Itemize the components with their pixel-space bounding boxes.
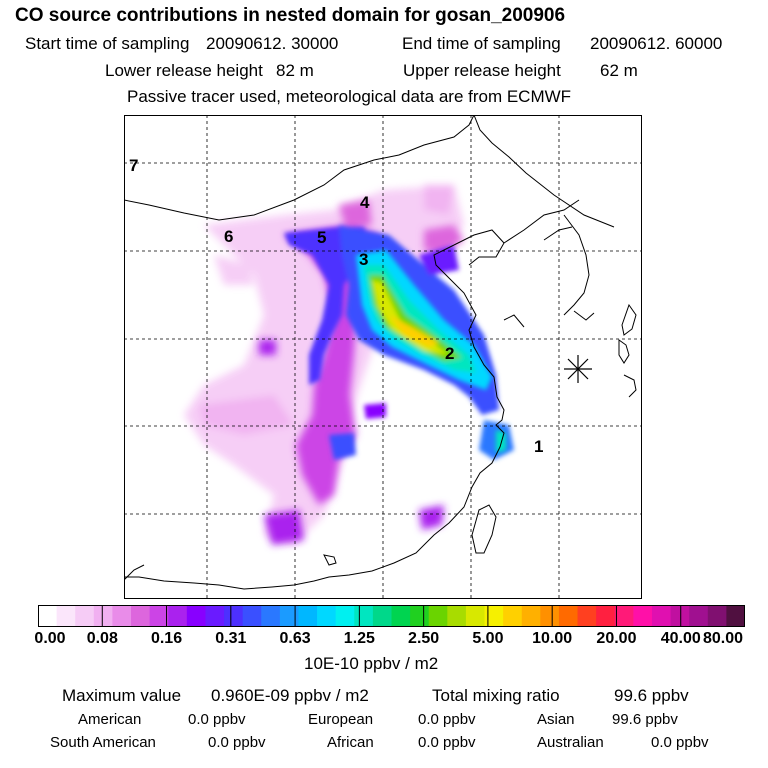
colorbar-cell — [354, 605, 374, 627]
colorbar-cell — [521, 605, 541, 627]
colorbar-cell — [428, 605, 448, 627]
map-title: CO source contributions in nested domain… — [15, 5, 566, 26]
region-label-6: 6 — [224, 227, 233, 246]
region-label-5: 5 — [317, 228, 326, 247]
region-label-1: 1 — [534, 437, 543, 456]
upper-height-value: 62 m — [600, 61, 638, 80]
colorbar-tick-label: 80.00 — [702, 630, 744, 647]
colorbar-cell — [93, 605, 114, 627]
max-value: 0.960E-09 ppbv / m2 — [211, 686, 369, 705]
end-time-label: End time of sampling — [402, 34, 561, 53]
region-value-asian: 99.6 ppbv — [612, 711, 678, 728]
star-marker — [564, 355, 592, 383]
colorbar-cell — [168, 605, 188, 627]
colorbar-cell — [577, 605, 597, 627]
concentration-map: 1 2 3 4 5 6 7 — [124, 115, 642, 599]
colorbar-cell — [596, 605, 616, 627]
tracer-note: Passive tracer used, meteorological data… — [127, 87, 572, 106]
region-label-4: 4 — [360, 193, 370, 212]
colorbar-cell — [317, 605, 337, 627]
colorbar-tick-label: 10.00 — [532, 630, 573, 647]
colorbar-tick-label: 0.08 — [86, 630, 118, 647]
colorbar-cell — [242, 605, 262, 627]
coastlines — [124, 115, 637, 590]
colorbar-cell — [465, 605, 486, 627]
colorbar-cell — [261, 605, 281, 627]
region-name-african: African — [327, 734, 374, 751]
total-mixing-label: Total mixing ratio — [432, 686, 560, 705]
colorbar-tick-label: 0.63 — [279, 630, 311, 647]
colorbar-cell — [689, 605, 709, 627]
colorbar-cell — [372, 605, 393, 627]
region-label-7: 7 — [129, 156, 138, 175]
colorbar-cell — [540, 605, 560, 627]
colorbar-tick-label: 40.00 — [660, 630, 701, 647]
colorbar-cell — [56, 605, 76, 627]
colorbar — [38, 605, 745, 627]
colorbar-cells — [38, 605, 745, 627]
colorbar-tick-label: 0.16 — [150, 630, 183, 647]
colorbar-tick-label: 2.50 — [408, 630, 440, 647]
colorbar-cell — [75, 605, 95, 627]
colorbar-unit: 10E-10 ppbv / m2 — [304, 654, 439, 673]
colorbar-cell — [503, 605, 523, 627]
colorbar-cell — [112, 605, 132, 627]
region-name-asian: Asian — [537, 711, 575, 728]
upper-height-label: Upper release height — [403, 61, 561, 80]
colorbar-cell — [651, 605, 672, 627]
region-value-australian: 0.0 ppbv — [651, 734, 709, 751]
region-label-3: 3 — [359, 250, 368, 269]
colorbar-tick-label: 1.25 — [343, 630, 375, 647]
colorbar-cell — [224, 605, 244, 627]
colorbar-dividers — [101, 605, 682, 627]
region-value-american: 0.0 ppbv — [188, 711, 246, 728]
colorbar-cell — [186, 605, 207, 627]
map-gridlines — [124, 115, 642, 599]
region-name-european: European — [308, 711, 374, 728]
region-value-european: 0.0 ppbv — [418, 711, 476, 728]
colorbar-cell — [447, 605, 467, 627]
colorbar-cell — [707, 605, 727, 627]
colorbar-cell — [335, 605, 355, 627]
colorbar-tick-label: 0.00 — [34, 630, 66, 647]
colorbar-cell — [614, 605, 634, 627]
colorbar-cell — [558, 605, 579, 627]
lower-height-label: Lower release height — [105, 61, 263, 80]
max-value-label: Maximum value — [62, 686, 182, 705]
colorbar-cell — [410, 605, 430, 627]
colorbar-tick-label: 5.00 — [472, 630, 504, 647]
lower-height-value: 82 m — [276, 61, 314, 80]
colorbar-cell — [279, 605, 300, 627]
region-name-american: American — [78, 711, 142, 728]
colorbar-cell — [149, 605, 169, 627]
colorbar-cell — [298, 605, 318, 627]
region-name-australian: Australian — [537, 734, 604, 751]
colorbar-cell — [670, 605, 690, 627]
start-time-value: 20090612. 30000 — [206, 34, 339, 53]
total-mixing-value: 99.6 ppbv — [614, 686, 689, 705]
colorbar-cell — [38, 605, 58, 627]
plume-field — [184, 185, 514, 545]
colorbar-cell — [484, 605, 504, 627]
region-value-south-american: 0.0 ppbv — [208, 734, 266, 751]
region-label-2: 2 — [445, 344, 454, 363]
region-name-south-american: South American — [50, 734, 156, 751]
start-time-label: Start time of sampling — [25, 34, 190, 53]
colorbar-cell — [726, 605, 745, 627]
colorbar-cell — [391, 605, 411, 627]
colorbar-cell — [633, 605, 653, 627]
region-value-african: 0.0 ppbv — [418, 734, 476, 751]
map-frame — [124, 115, 642, 599]
colorbar-tick-label: 0.31 — [215, 630, 247, 647]
colorbar-frame — [38, 605, 745, 627]
colorbar-cell — [131, 605, 151, 627]
colorbar-cell — [205, 605, 225, 627]
end-time-value: 20090612. 60000 — [590, 34, 723, 53]
colorbar-tick-label: 20.00 — [596, 630, 637, 647]
